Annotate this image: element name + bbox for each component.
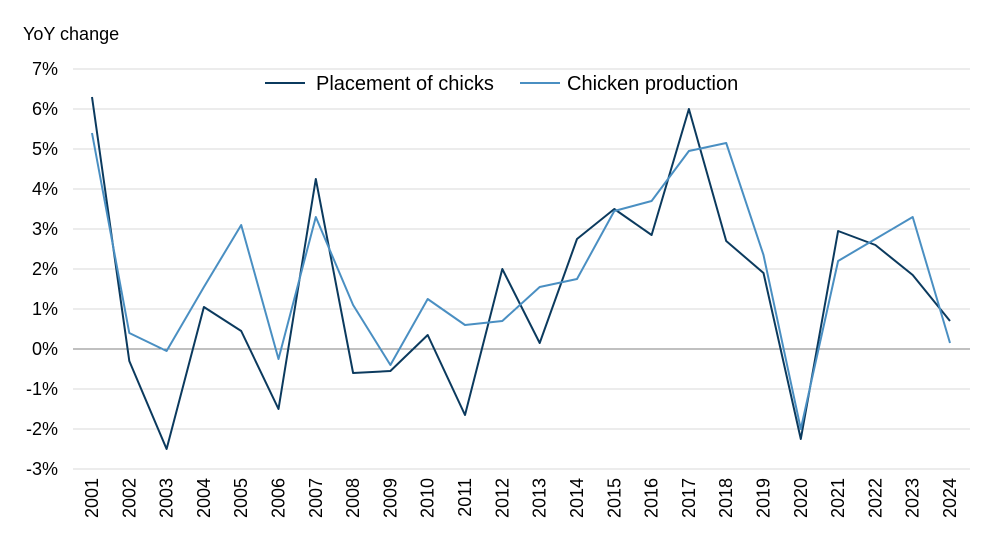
x-tick-label: 2003 [157, 478, 177, 518]
y-tick-label: 0% [32, 339, 58, 359]
y-tick-label: 5% [32, 139, 58, 159]
y-tick-label: 1% [32, 299, 58, 319]
legend-label: Chicken production [567, 73, 738, 95]
y-tick-label: -2% [26, 419, 58, 439]
x-tick-label: 2018 [716, 478, 736, 518]
y-tick-label: 6% [32, 99, 58, 119]
x-tick-label: 2009 [380, 478, 400, 518]
y-tick-label: 7% [32, 59, 58, 79]
y-tick-label: -3% [26, 459, 58, 479]
gridlines [73, 68, 970, 470]
x-tick-label: 2012 [492, 478, 512, 518]
y-tick-label: 2% [32, 259, 58, 279]
x-tick-label: 2004 [194, 478, 214, 518]
x-tick-label: 2013 [530, 478, 550, 518]
y-axis-title: YoY change [23, 24, 119, 44]
y-tick-label: 4% [32, 179, 58, 199]
x-tick-label: 2019 [753, 478, 773, 518]
x-tick-label: 2007 [306, 478, 326, 518]
x-tick-label: 2024 [940, 478, 960, 518]
x-tick-label: 2011 [455, 478, 475, 517]
x-tick-label: 2017 [679, 478, 699, 518]
x-tick-label: 2010 [418, 478, 438, 518]
x-tick-label: 2008 [343, 478, 363, 518]
x-tick-label: 2006 [269, 478, 289, 518]
x-tick-label: 2023 [903, 478, 923, 518]
x-tick-label: 2002 [119, 478, 139, 518]
x-tick-label: 2001 [82, 478, 102, 518]
x-tick-label: 2016 [642, 478, 662, 518]
series-line-2 [91, 132, 951, 430]
y-tick-label: -1% [26, 379, 58, 399]
legend: Placement of chicks Chicken production [265, 73, 738, 95]
x-tick-label: 2015 [604, 478, 624, 518]
x-axis-ticks: 2001 2002 2003 2004 2005 2006 2007 2008 2009 2010… [82, 478, 960, 518]
x-tick-label: 2021 [828, 478, 848, 518]
y-tick-label: 3% [32, 219, 58, 239]
series-line-1 [91, 96, 951, 450]
x-tick-label: 2014 [567, 478, 587, 518]
x-tick-label: 2005 [231, 478, 251, 518]
x-tick-label: 2020 [791, 478, 811, 518]
legend-label: Placement of chicks [316, 73, 494, 95]
series-lines [91, 96, 951, 450]
y-axis-ticks: 7% 6% 5% 4% 3% 2% 1% 0% -1% -2% -3% [26, 59, 58, 479]
x-tick-label: 2022 [865, 478, 885, 518]
